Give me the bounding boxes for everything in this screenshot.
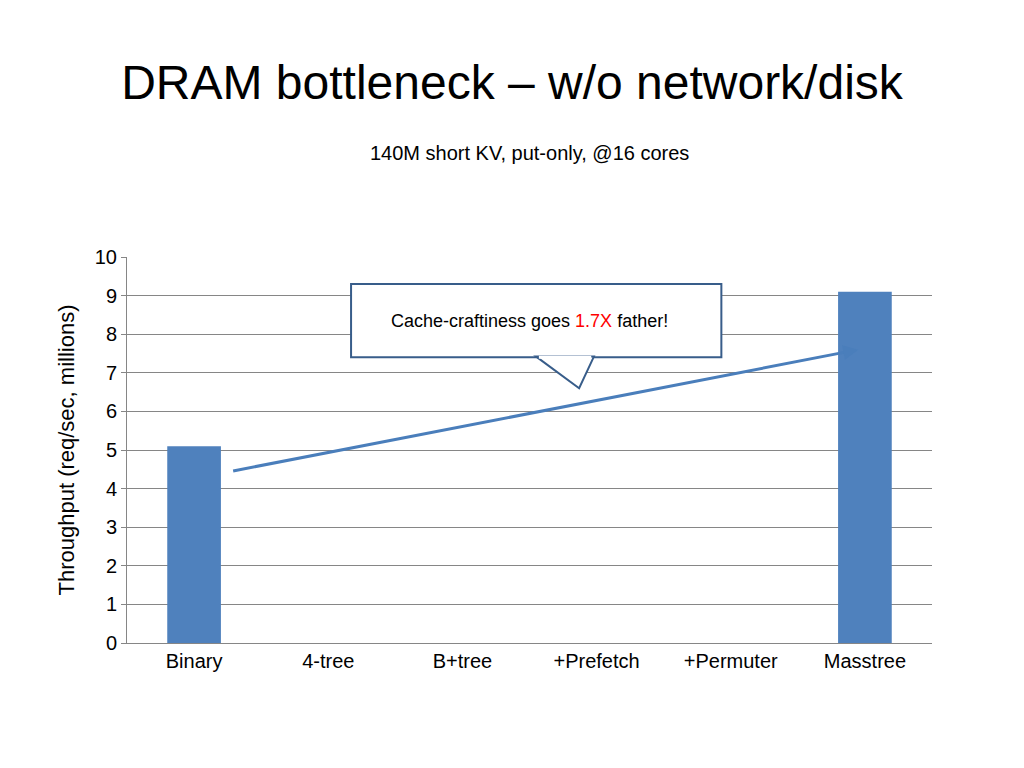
- svg-text:2: 2: [106, 555, 117, 577]
- svg-text:DRAM bottleneck – w/o network/: DRAM bottleneck – w/o network/disk: [121, 56, 904, 109]
- svg-text:B+tree: B+tree: [433, 650, 492, 672]
- svg-text:140M short KV, put-only, @16 c: 140M short KV, put-only, @16 cores: [370, 142, 689, 164]
- svg-text:Binary: Binary: [166, 650, 223, 672]
- svg-text:+Prefetch: +Prefetch: [553, 650, 639, 672]
- svg-text:10: 10: [95, 246, 117, 268]
- svg-text:Cache-craftiness goes 1.7X fat: Cache-craftiness goes 1.7X father!: [391, 311, 668, 331]
- svg-text:5: 5: [106, 439, 117, 461]
- svg-text:4: 4: [106, 478, 117, 500]
- svg-text:8: 8: [106, 323, 117, 345]
- svg-text:4-tree: 4-tree: [302, 650, 354, 672]
- svg-text:1: 1: [106, 593, 117, 615]
- svg-text:6: 6: [106, 400, 117, 422]
- svg-text:Masstree: Masstree: [824, 650, 906, 672]
- svg-text:7: 7: [106, 362, 117, 384]
- svg-text:3: 3: [106, 516, 117, 538]
- svg-text:0: 0: [106, 632, 117, 654]
- svg-text:Throughput (req/sec, millions): Throughput (req/sec, millions): [54, 304, 79, 595]
- svg-text:9: 9: [106, 285, 117, 307]
- svg-text:+Permuter: +Permuter: [684, 650, 778, 672]
